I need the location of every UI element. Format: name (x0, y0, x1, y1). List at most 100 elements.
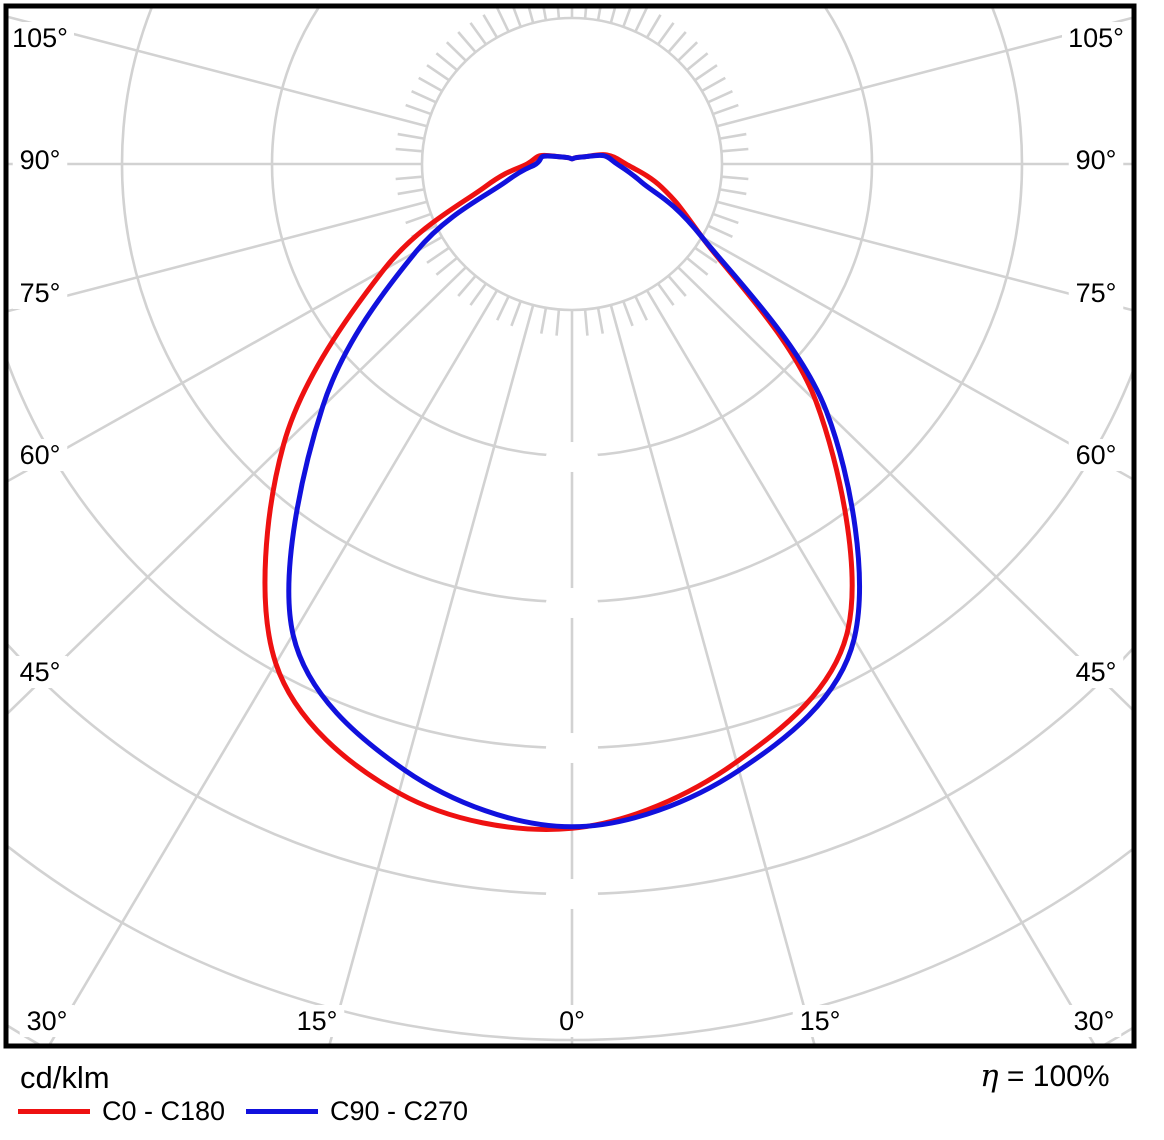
polar-chart-svg: 105° 90° 75° 60° 45° 105° 90° 75° 60° 45° 30° 15° 0°… (3, 3, 1137, 1049)
radial-unit-label: cd/klm (20, 1060, 110, 1095)
angle-label: 30° (27, 1006, 68, 1036)
angle-label-bg (792, 1005, 848, 1037)
ring-value-placeholder (546, 879, 598, 909)
grid-tick (405, 212, 432, 225)
grid-tick (634, 8, 648, 33)
grid-ring (420, 16, 724, 312)
grid-tick (527, 8, 535, 24)
grid-tick (686, 52, 709, 72)
grid-radial-line (8, 235, 443, 483)
grid-tick (397, 132, 425, 140)
grid-tick (542, 8, 548, 21)
grid-tick (677, 41, 699, 62)
grid-tick (622, 8, 632, 28)
angle-label: 75° (20, 278, 61, 308)
grid-tick (622, 300, 634, 327)
grid-tick (469, 282, 488, 306)
grid-tick (435, 52, 458, 72)
grid-ring (8, 358, 1132, 750)
angle-label-bg (1068, 656, 1124, 688)
ring-value-placeholder (546, 733, 598, 763)
eta-value: = 100% (1006, 1060, 1110, 1093)
angle-label-bg (12, 144, 68, 176)
grid-tick (634, 295, 648, 321)
grid-radial-line (716, 16, 1132, 128)
grid-tick (418, 76, 443, 93)
grid-tick (556, 8, 561, 19)
angle-label-bg (1062, 22, 1130, 54)
grid-tick (583, 309, 589, 336)
grid-radial-line (8, 200, 428, 313)
grid-tick (426, 246, 450, 264)
grid-tick (719, 188, 747, 196)
legend-item-c0-c180: C0 - C180 (18, 1096, 225, 1127)
grid-radial-line (48, 289, 499, 1044)
grid-tick (395, 147, 423, 153)
angle-label-bg (1068, 277, 1124, 309)
angle-label: 105° (1068, 23, 1124, 53)
grid-radial-line (8, 15, 428, 128)
grid-tick (645, 14, 662, 39)
legend-label-c90-c270: C90 - C270 (330, 1096, 469, 1126)
grid-tick (539, 307, 548, 334)
angle-label: 30° (1074, 1006, 1115, 1036)
grid-tick (395, 175, 423, 181)
grid-radial-line (609, 304, 816, 1044)
grid-tick (694, 246, 718, 264)
grid-tick (510, 300, 522, 327)
angle-label: 15° (800, 1006, 841, 1036)
grid-tick (667, 31, 687, 54)
efficiency-label: η = 100% (980, 1058, 1110, 1094)
grid-tick (426, 64, 450, 82)
polar-plot-frame: 105° 90° 75° 60° 45° 105° 90° 75° 60° 45° 30° 15° 0°… (3, 3, 1137, 1049)
grid-radial-line (701, 235, 1132, 481)
angle-label-bg (12, 439, 68, 471)
angle-label-bg (1068, 144, 1124, 176)
angle-labels: 105° 90° 75° 60° 45° 105° 90° 75° 60° 45° 30° 15° 0°… (6, 22, 1130, 1037)
grid-tick (596, 8, 602, 21)
grid-radial-line (677, 266, 1132, 711)
grid-tick (496, 8, 510, 33)
grid-tick (656, 282, 675, 306)
angle-label-bg (551, 1005, 593, 1037)
angle-label: 0° (559, 1006, 585, 1036)
grid-tick (707, 224, 733, 238)
angle-label-bg (12, 277, 68, 309)
grid-tick (707, 90, 733, 104)
angle-label: 15° (297, 1006, 338, 1036)
angle-label-bg (289, 1005, 345, 1037)
ring-value-placeholder (546, 442, 598, 472)
curve-C90-C270 (286, 152, 862, 830)
legend-label-c0-c180: C0 - C180 (102, 1096, 226, 1126)
angle-label: 75° (1076, 278, 1117, 308)
legend-swatch-c90-c270-icon (246, 1109, 318, 1114)
grid-tick (712, 103, 739, 116)
angle-label: 90° (20, 145, 61, 175)
grid-radial-line (716, 200, 1132, 312)
angle-label-bg (1068, 439, 1124, 471)
angle-label: 60° (20, 440, 61, 470)
grid-tick (656, 22, 675, 46)
grid-tick (667, 274, 687, 297)
angle-label: 90° (1076, 145, 1117, 175)
grid-tick (457, 31, 477, 54)
grid-tick (721, 147, 749, 153)
angle-label: 60° (1076, 440, 1117, 470)
grid-tick (721, 175, 749, 181)
grid-tick (496, 295, 510, 321)
ring-value-placeholder (546, 588, 598, 618)
angle-label-bg (6, 22, 74, 54)
angle-label: 45° (20, 657, 61, 687)
grid-tick (712, 212, 739, 225)
grid-radial-line (8, 266, 467, 715)
angle-label-bg (1066, 1005, 1122, 1037)
grid-tick (445, 41, 467, 62)
grid-tick (405, 103, 432, 116)
angle-label-bg (12, 656, 68, 688)
ring-value-placeholders (546, 442, 598, 909)
legend-item-c90-c270: C90 - C270 (246, 1096, 468, 1127)
grid-tick (686, 256, 709, 276)
grid-tick (701, 76, 726, 93)
grid-tick (457, 274, 477, 297)
